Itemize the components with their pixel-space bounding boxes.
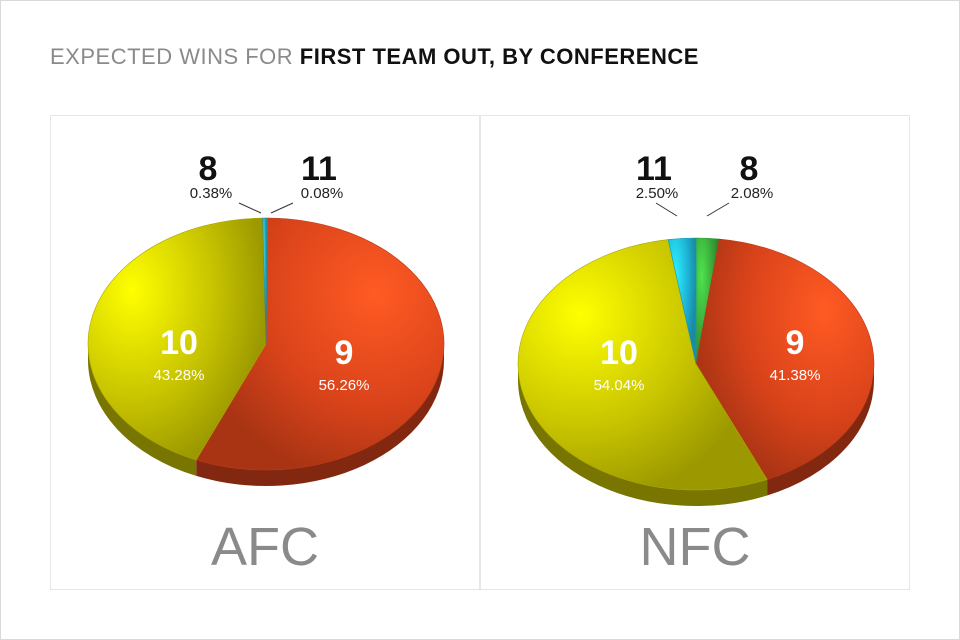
- nfc-label-8-value: 8: [740, 150, 759, 188]
- afc-slice-10: [87, 217, 267, 461]
- afc-label-8-pct: 0.38%: [190, 185, 233, 202]
- afc-leader-8: [238, 202, 262, 214]
- nfc-leader-11: [655, 202, 678, 217]
- nfc-slice-side-10: [518, 364, 768, 507]
- afc-label-11-pct: 0.08%: [301, 185, 344, 202]
- nfc-label-9-value: 9: [786, 324, 805, 362]
- afc-slice-9: [195, 217, 445, 471]
- afc-leader-11: [270, 202, 294, 214]
- nfc-slice-side-9: [767, 364, 874, 496]
- nfc-label-9-pct: 41.38%: [770, 367, 821, 384]
- nfc-slice-11: [667, 237, 697, 365]
- afc-label-11-value: 11: [301, 150, 337, 188]
- nfc-pie-chart: 9 41.38% 10 54.04% 112.50% 82.08%: [517, 150, 875, 507]
- nfc-leader-8: [706, 202, 730, 217]
- title-light: EXPECTED WINS FOR: [50, 44, 300, 69]
- nfc-label-10-value: 10: [600, 334, 638, 372]
- afc-label-10-value: 10: [160, 324, 198, 362]
- title-bold: FIRST TEAM OUT, BY CONFERENCE: [299, 44, 699, 69]
- afc-pie-chart: 9 56.26% 10 43.28% 80.38% 110.08%: [87, 150, 445, 486]
- afc-label: AFC: [211, 517, 319, 577]
- nfc-label-11-pct: 2.50%: [636, 185, 679, 202]
- nfc-slice-10: [517, 239, 768, 491]
- chart-title: EXPECTED WINS FOR FIRST TEAM OUT, BY CON…: [50, 44, 699, 70]
- afc-slice-side-9: [196, 344, 444, 486]
- nfc-label: NFC: [639, 517, 751, 577]
- afc-panel: 9 56.26% 10 43.28% 8 0.38% 11 0.08% AFC: [50, 115, 480, 590]
- nfc-slice-9: [695, 238, 875, 480]
- afc-label-9-value: 9: [335, 334, 354, 372]
- afc-label-10-pct: 43.28%: [154, 367, 205, 384]
- afc-label-8-value: 8: [199, 150, 218, 188]
- nfc-panel: 9 41.38% 10 54.04% 11 2.50% 8 2.08% NFC: [480, 115, 910, 590]
- afc-label-9-pct: 56.26%: [319, 377, 370, 394]
- nfc-label-10-pct: 54.04%: [594, 377, 645, 394]
- afc-slice-11: [265, 217, 269, 345]
- nfc-label-8-pct: 2.08%: [731, 185, 774, 202]
- nfc-label-11-value: 11: [636, 150, 672, 188]
- afc-slice-side-10: [88, 344, 197, 476]
